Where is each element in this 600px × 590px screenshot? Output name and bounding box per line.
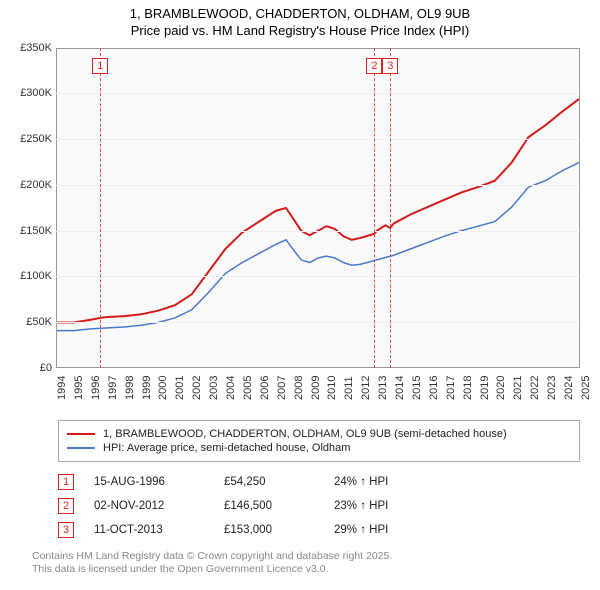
sale-num-box: 2 — [58, 498, 74, 514]
y-gridline — [56, 231, 580, 232]
sale-marker-line — [390, 48, 391, 368]
legend-label: HPI: Average price, semi-detached house,… — [103, 442, 350, 454]
footer-line-1: Contains HM Land Registry data © Crown c… — [32, 550, 580, 564]
y-gridline — [56, 93, 580, 94]
legend-label: 1, BRAMBLEWOOD, CHADDERTON, OLDHAM, OL9 … — [103, 428, 507, 440]
sale-price: £54,250 — [224, 476, 334, 488]
y-gridline — [56, 185, 580, 186]
y-tick-label: £350K — [2, 42, 52, 54]
chart-svg — [57, 49, 579, 367]
legend: 1, BRAMBLEWOOD, CHADDERTON, OLDHAM, OL9 … — [58, 420, 580, 462]
chart-title: 1, BRAMBLEWOOD, CHADDERTON, OLDHAM, OL9 … — [0, 0, 600, 44]
sale-marker-line — [100, 48, 101, 368]
sale-row: 2 02-NOV-2012£146,50023% ↑ HPI — [58, 494, 580, 518]
sale-row: 1 15-AUG-1996£54,25024% ↑ HPI — [58, 470, 580, 494]
legend-row: 1, BRAMBLEWOOD, CHADDERTON, OLDHAM, OL9 … — [67, 427, 571, 441]
sale-marker-box: 2 — [366, 58, 382, 74]
plot-region — [56, 48, 580, 368]
sale-change: 24% ↑ HPI — [334, 476, 444, 488]
legend-swatch — [67, 433, 95, 435]
y-tick-label: £0 — [2, 362, 52, 374]
legend-swatch — [67, 447, 95, 449]
sale-change: 29% ↑ HPI — [334, 524, 444, 536]
y-tick-label: £200K — [2, 179, 52, 191]
y-gridline — [56, 139, 580, 140]
sales-table: 1 15-AUG-1996£54,25024% ↑ HPI 2 02-NOV-2012… — [58, 470, 580, 542]
sale-date: 02-NOV-2012 — [94, 500, 224, 512]
series-property — [57, 99, 579, 323]
sale-date: 15-AUG-1996 — [94, 476, 224, 488]
sale-num-box: 3 — [58, 522, 74, 538]
sale-price: £146,500 — [224, 500, 334, 512]
y-tick-label: £250K — [2, 133, 52, 145]
y-tick-label: £150K — [2, 225, 52, 237]
y-tick-label: £300K — [2, 87, 52, 99]
series-hpi — [57, 162, 579, 330]
sale-marker-box: 3 — [382, 58, 398, 74]
title-line-1: 1, BRAMBLEWOOD, CHADDERTON, OLDHAM, OL9 … — [0, 6, 600, 23]
footer-line-2: This data is licensed under the Open Gov… — [32, 563, 580, 577]
x-tick-label: 2025 — [580, 375, 600, 399]
legend-row: HPI: Average price, semi-detached house,… — [67, 441, 571, 455]
sale-price: £153,000 — [224, 524, 334, 536]
y-gridline — [56, 276, 580, 277]
chart-area: £0£50K£100K£150K£200K£250K£300K£350K1994… — [2, 44, 584, 414]
sale-num-box: 1 — [58, 474, 74, 490]
y-tick-label: £100K — [2, 270, 52, 282]
y-gridline — [56, 322, 580, 323]
y-tick-label: £50K — [2, 316, 52, 328]
sale-marker-line — [374, 48, 375, 368]
sale-marker-box: 1 — [92, 58, 108, 74]
sale-row: 3 11-OCT-2013£153,00029% ↑ HPI — [58, 518, 580, 542]
title-line-2: Price paid vs. HM Land Registry's House … — [0, 23, 600, 40]
sale-change: 23% ↑ HPI — [334, 500, 444, 512]
footer: Contains HM Land Registry data © Crown c… — [32, 550, 580, 577]
sale-date: 11-OCT-2013 — [94, 524, 224, 536]
